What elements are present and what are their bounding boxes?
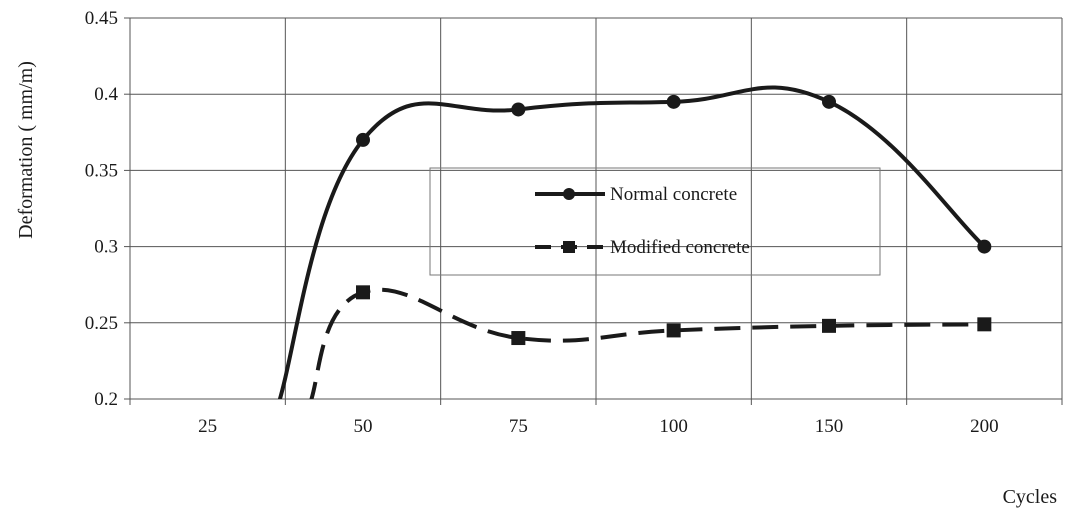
y-tick-label: 0.4 [94, 84, 118, 105]
data-point-square [977, 317, 992, 332]
y-axis-label: Deformation ( mm/m) [15, 61, 37, 239]
data-point-square [511, 331, 526, 346]
y-tick-label: 0.45 [85, 8, 118, 29]
data-point-square [822, 318, 836, 333]
legend-box [429, 167, 881, 276]
legend: Normal concrete Modified concrete [429, 167, 881, 276]
data-point-square [356, 285, 370, 300]
data-point-circle [356, 132, 370, 147]
data-point-square [666, 323, 681, 338]
legend-marker-circle [563, 188, 575, 200]
y-tick-labels: 0.2 0.25 0.3 0.35 0.4 0.45 [85, 8, 119, 410]
y-tick-label: 0.3 [94, 237, 118, 258]
data-point-circle [977, 239, 992, 254]
x-tick-labels: 25 50 75 100 150 200 [198, 416, 998, 437]
legend-marker-square [563, 241, 575, 253]
grid-lines [130, 17, 1063, 399]
data-point-circle [511, 102, 526, 117]
x-tick-label: 200 [970, 416, 999, 437]
x-tick-label: 75 [509, 416, 528, 437]
y-tick-label: 0.2 [94, 389, 118, 410]
data-point-circle [666, 94, 681, 109]
data-point-circle [822, 94, 836, 109]
legend-label: Modified concrete [610, 237, 750, 258]
axes [124, 17, 1063, 405]
series-line-modified [309, 287, 985, 399]
legend-label: Normal concrete [610, 184, 737, 205]
x-tick-label: 50 [354, 416, 373, 437]
series-lines [277, 85, 992, 399]
series-line-normal [277, 85, 986, 399]
x-tick-label: 25 [198, 416, 217, 437]
x-tick-label: 150 [815, 416, 844, 437]
y-tick-label: 0.25 [85, 313, 118, 334]
y-tick-label: 0.35 [85, 160, 118, 181]
x-axis-label: Cycles [1003, 486, 1058, 508]
x-tick-label: 100 [659, 416, 688, 437]
